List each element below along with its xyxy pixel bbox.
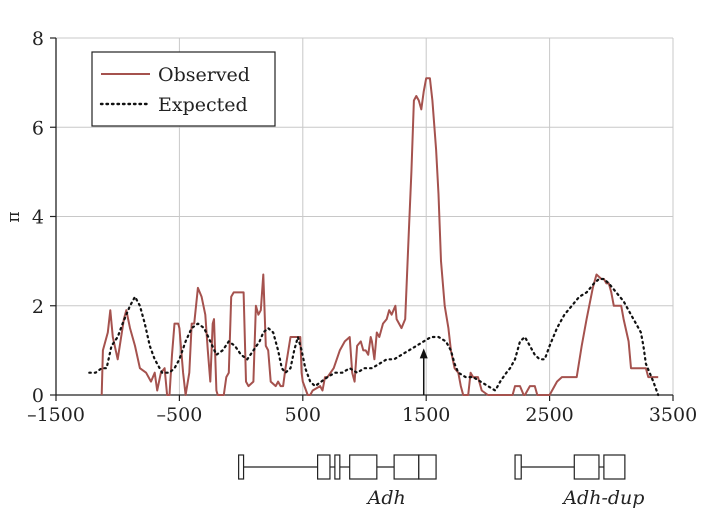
legend-label-expected: Expected (158, 94, 248, 116)
y-tick-label: 8 (32, 28, 44, 50)
x-tick-label: –500 (157, 404, 203, 426)
series-line-observed (100, 77, 659, 396)
x-tick-label: 500 (285, 404, 321, 426)
gene-exon-box (514, 454, 522, 480)
gene-exon-box (349, 454, 378, 480)
gene-label: Adh (366, 487, 406, 509)
y-tick-label: 4 (32, 207, 44, 229)
x-tick-label: 3500 (649, 404, 697, 426)
gene-exon-box (603, 454, 626, 480)
series-line-expected (88, 277, 660, 397)
legend: Observed Expected (91, 51, 276, 127)
gene-exon-box (317, 454, 331, 480)
gene-exon-box (418, 454, 437, 480)
x-tick-label: 2500 (525, 404, 573, 426)
grid-lines (56, 37, 674, 395)
y-tick-label: 0 (32, 385, 44, 407)
gene-exon-box (334, 454, 341, 480)
y-axis-label: π (4, 211, 24, 222)
y-tick-label: 2 (32, 296, 44, 318)
gene-label: Adh-dup (561, 487, 644, 509)
legend-box (91, 51, 276, 127)
annotations (419, 348, 428, 395)
axes (50, 37, 674, 401)
legend-label-observed: Observed (158, 64, 250, 86)
series-lines (88, 77, 660, 397)
tick-labels: –1500 –500 500 1500 2500 3500 0 2 4 6 8 (27, 28, 697, 426)
gene-exon-box (238, 454, 245, 480)
arrow-head (419, 348, 428, 359)
gene-exon-box (573, 454, 600, 480)
y-tick-label: 6 (32, 117, 44, 139)
x-tick-label: 1500 (402, 404, 450, 426)
x-tick-label: –1500 (27, 404, 85, 426)
gene-map: Adh Adh-dup (238, 454, 644, 509)
gene-exon-box (393, 454, 420, 480)
